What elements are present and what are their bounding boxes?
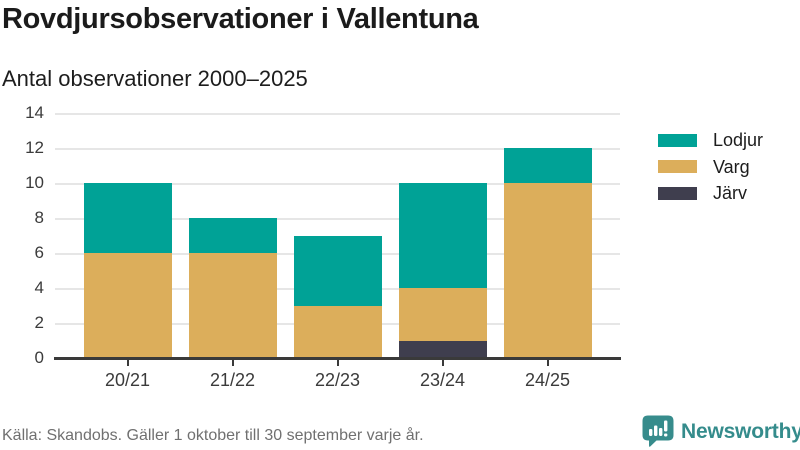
x-axis-tick-label: 21/22 [209,370,256,390]
x-axis-tickmark [126,359,129,366]
legend-item-lodjur: Lodjur [658,131,763,149]
bar-segment-varg-24-25 [503,183,592,358]
bar-segment-varg-21-22 [188,253,277,358]
x-axis-tick-label: 23/24 [419,370,466,390]
x-axis-tick-label: 20/21 [104,370,151,390]
y-axis-tick-label: 2 [34,313,44,332]
x-axis-tickmark [336,359,339,366]
y-axis-tick-label: 10 [25,173,44,192]
x-axis-tickmark [231,359,234,366]
legend-label-lodjur: Lodjur [713,130,764,150]
x-axis-line [54,356,621,360]
newsworthy-icon [642,415,674,447]
legend-label-jarv: Järv [713,183,748,203]
bar-segment-varg-22-23 [293,305,382,358]
y-axis-tick-label: 14 [25,103,44,122]
legend-item-varg: Varg [658,158,763,176]
legend-swatch-varg [658,160,697,173]
legend-swatch-lodjur [658,133,697,147]
gridline-y-10 [55,183,620,185]
bar-segment-jarv-23-24 [398,340,487,358]
source-note: Källa: Skandobs. Gäller 1 oktober till 3… [2,427,424,444]
bar-segment-varg-23-24 [398,288,487,341]
y-axis-tick-label: 8 [34,208,44,227]
legend-item-jarv: Järv [658,184,763,202]
legend-swatch-jarv [658,186,697,200]
newsworthy-logo: Newsworthy [641,413,800,450]
x-axis-tickmark [441,359,444,366]
y-axis-tick-label: 4 [34,278,44,297]
gridline-y-14 [55,113,620,115]
chart-subtitle: Antal observationer 2000–2025 [2,66,308,91]
x-axis-tick-label: 22/23 [314,370,361,390]
bar-segment-lodjur-24-25 [503,148,592,183]
y-axis-tick-label: 6 [34,243,44,262]
bar-segment-varg-20-21 [83,253,172,358]
x-axis-tickmark [546,359,549,366]
y-axis-tick-label: 12 [25,138,44,157]
bar-segment-lodjur-22-23 [293,235,382,306]
x-axis-tick-label: 24/25 [524,370,571,390]
gridline-y-12 [55,148,620,150]
y-axis-tick-label: 0 [34,348,44,367]
bar-segment-lodjur-20-21 [83,183,172,253]
chart-title: Rovdjursobservationer i Vallentuna [2,3,479,35]
bar-segment-lodjur-23-24 [398,183,487,288]
gridline-y-8 [55,218,620,220]
brand-name: Newsworthy [681,419,800,443]
bar-segment-lodjur-21-22 [188,218,277,253]
chart-legend: Lodjur Varg Järv [658,131,763,211]
legend-label-varg: Varg [713,156,750,177]
